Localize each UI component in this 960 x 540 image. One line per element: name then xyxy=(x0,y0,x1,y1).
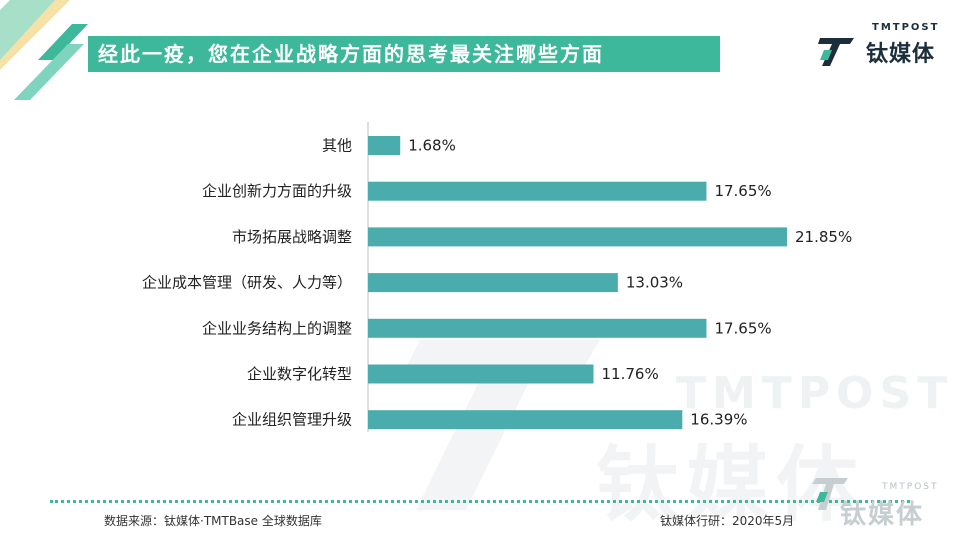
category-label: 其他 xyxy=(322,137,352,155)
category-label: 企业成本管理（研发、人力等） xyxy=(142,274,352,292)
bar-5 xyxy=(368,318,707,338)
logo-text-cn: 钛媒体 xyxy=(866,42,936,67)
footer-logo-green xyxy=(816,492,828,502)
value-label: 17.65% xyxy=(714,182,771,200)
report-credit: 钛媒体行研：2020年5月 xyxy=(660,514,795,528)
watermark-text-cn: 钛媒体 xyxy=(596,438,867,533)
decorative-stripes xyxy=(0,0,88,100)
category-label: 企业业务结构上的调整 xyxy=(202,319,352,337)
value-label: 17.65% xyxy=(714,319,771,337)
stripe-light-green xyxy=(0,0,55,60)
category-label: 企业组织管理升级 xyxy=(232,411,352,429)
footer-divider xyxy=(50,500,910,503)
stripe-yellow xyxy=(0,0,70,70)
tmtpost-logo xyxy=(818,38,854,66)
value-label: 1.68% xyxy=(408,137,456,155)
value-label: 16.39% xyxy=(690,411,747,429)
bar-7 xyxy=(368,410,683,430)
logo-text-en: TMTPOST xyxy=(872,22,940,33)
watermark-text-en: TMTPOST xyxy=(676,368,954,419)
footer-logo-mark xyxy=(812,478,848,510)
title-bar xyxy=(88,36,720,72)
footer-logo-text-en: TMTPOST xyxy=(882,482,939,492)
value-label: 13.03% xyxy=(626,274,683,292)
footer-logo-text-cn: 钛媒体 xyxy=(840,500,925,530)
data-source: 数据来源：钛媒体·TMTBase 全球数据库 xyxy=(104,514,322,528)
category-label: 企业数字化转型 xyxy=(247,365,352,383)
bar-4 xyxy=(368,273,618,293)
category-label: 市场拓展战略调整 xyxy=(232,228,352,246)
bar-2 xyxy=(368,181,707,201)
bar-6 xyxy=(368,364,594,384)
stripe-teal xyxy=(14,44,84,100)
category-label: 企业创新力方面的升级 xyxy=(202,182,352,200)
page-title: 经此一疫，您在企业战略方面的思考最关注哪些方面 xyxy=(98,42,604,66)
bar-1 xyxy=(368,136,401,155)
value-label: 21.85% xyxy=(795,228,852,246)
stripe-green xyxy=(38,24,88,60)
logo-mark-green xyxy=(820,50,832,60)
value-label: 11.76% xyxy=(602,365,659,383)
bar-3 xyxy=(368,227,787,247)
